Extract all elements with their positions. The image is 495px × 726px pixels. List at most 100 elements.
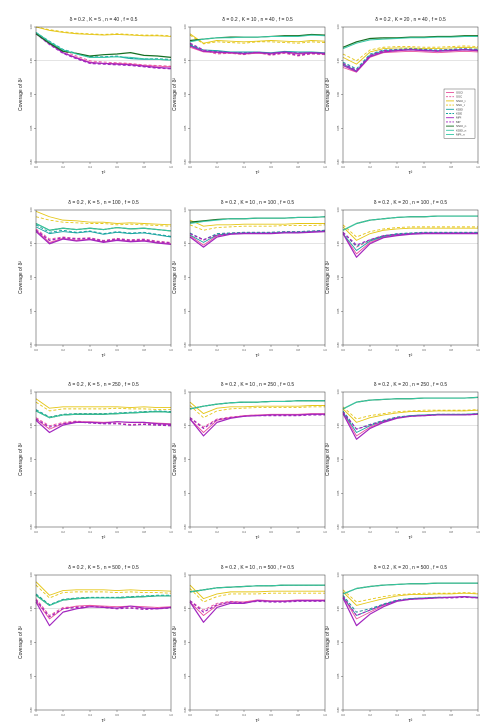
panel-title: δ = 0.2 , K = 10 , n = 40 , f = 0.5 xyxy=(222,17,293,23)
y-tick-label: 0.90 xyxy=(336,456,340,462)
panel-title: δ = 0.2 , K = 5 , n = 250 , f = 0.5 xyxy=(68,382,139,388)
series-line-kde xyxy=(342,48,479,70)
x-tick-label: 0.8 xyxy=(142,348,146,352)
series-line-ssc xyxy=(35,228,172,243)
series-line-kdei xyxy=(189,230,326,243)
x-tick-label: 0.0 xyxy=(341,165,345,169)
y-axis-label: Coverage of δ² xyxy=(18,261,24,294)
x-tick-label: 0.4 xyxy=(395,530,399,534)
y-tick-label: 1.00 xyxy=(183,572,187,578)
series-line-mpi xyxy=(189,45,326,54)
y-tick-label: 0.80 xyxy=(336,524,340,530)
series-line-kde xyxy=(189,229,326,241)
panel-3: δ = 0.2 , K = 20 , n = 40 , f = 0.50.0 0.… xyxy=(325,17,480,176)
y-tick-label: 0.90 xyxy=(29,456,33,462)
y-tick-label: 0.85 xyxy=(183,673,187,679)
series-line-ssci_t xyxy=(35,581,172,596)
series-line-ssci_t xyxy=(35,398,171,409)
x-tick-label: 0.4 xyxy=(242,165,246,169)
x-axis-label: τ² xyxy=(102,353,106,359)
y-tick-label: 0.85 xyxy=(29,490,33,496)
x-tick-label: 0.6 xyxy=(422,530,426,534)
x-tick-label: 0.4 xyxy=(242,530,246,534)
panel-11: δ = 0.2 , K = 10 , n = 500 , f = 0.5 0.0 0… xyxy=(172,565,327,724)
y-tick-label: 0.95 xyxy=(183,241,187,247)
y-tick-label: 0.95 xyxy=(336,58,340,64)
y-axis-label: Coverage of δ² xyxy=(325,626,331,659)
y-tick-label: 1.00 xyxy=(29,24,33,30)
series-line-mp xyxy=(189,600,325,613)
y-tick-label: 0.80 xyxy=(336,159,340,165)
x-tick-label: 0.8 xyxy=(296,348,300,352)
series-line-ssci xyxy=(189,599,325,616)
x-tick-label: 1.0 xyxy=(323,165,327,169)
x-tick-label: 0.4 xyxy=(395,165,399,169)
series-line-ssci xyxy=(342,50,479,73)
x-tick-label: 0.0 xyxy=(188,530,192,534)
x-tick-label: 0.4 xyxy=(395,348,399,352)
y-tick-label: 0.90 xyxy=(336,91,340,97)
series-line-mp xyxy=(35,229,172,244)
x-tick-label: 0.2 xyxy=(61,713,65,717)
y-tick-label: 0.85 xyxy=(183,125,187,131)
y-tick-label: 0.95 xyxy=(29,58,33,64)
y-tick-label: 0.90 xyxy=(336,274,340,280)
y-tick-label: 0.80 xyxy=(336,342,340,348)
series-line-mp xyxy=(35,599,172,618)
series-line-ssc_t xyxy=(189,34,326,45)
x-tick-label: 0.4 xyxy=(88,713,92,717)
y-tick-label: 0.80 xyxy=(29,342,33,348)
x-tick-label: 0.0 xyxy=(341,713,345,717)
x-tick-label: 0.6 xyxy=(269,530,273,534)
y-tick-label: 1.00 xyxy=(183,389,187,395)
x-tick-label: 0.0 xyxy=(188,713,192,717)
y-tick-label: 1.00 xyxy=(29,207,33,213)
series-line-kdei_n xyxy=(342,215,478,231)
y-tick-label: 0.90 xyxy=(183,639,187,645)
series-line-mp xyxy=(342,596,479,617)
x-tick-label: 1.0 xyxy=(476,165,480,169)
series-line-kdei_n xyxy=(342,396,479,410)
series-line-ssc xyxy=(35,598,172,616)
y-axis-label: Coverage of δ² xyxy=(18,443,24,476)
series-line-ssci_t xyxy=(342,591,479,606)
series-line-kdei xyxy=(189,44,326,54)
y-tick-label: 0.95 xyxy=(183,423,187,429)
series-line-mp xyxy=(342,411,479,430)
x-tick-label: 0.2 xyxy=(215,713,219,717)
y-tick-label: 0.95 xyxy=(29,423,33,429)
y-tick-label: 0.85 xyxy=(336,125,340,131)
series-line-mpi xyxy=(342,595,479,627)
x-tick-label: 0.2 xyxy=(368,348,372,352)
plot-frame xyxy=(189,209,326,346)
panel-2: δ = 0.2 , K = 10 , n = 40 , f = 0.50.0 0.… xyxy=(172,17,327,176)
series-line-ssci_t xyxy=(342,46,479,65)
series-line-kdei xyxy=(342,412,479,433)
x-tick-label: 0.6 xyxy=(422,165,426,169)
plot-frame xyxy=(189,26,326,163)
x-tick-label: 0.2 xyxy=(215,165,219,169)
series-line-ssci xyxy=(35,600,172,620)
y-tick-label: 0.85 xyxy=(336,490,340,496)
panel-title: δ = 0.2 , K = 10 , n = 500 , f = 0.5 xyxy=(221,565,295,571)
series-line-kdei xyxy=(35,226,172,238)
series-line-ssc_t xyxy=(35,26,172,37)
series-line-mpi xyxy=(35,231,172,246)
series-line-kde xyxy=(35,593,171,606)
series-line-ssc xyxy=(189,43,326,57)
y-tick-label: 0.90 xyxy=(29,91,33,97)
series-line-ssci_t xyxy=(342,226,478,241)
series-line-mp xyxy=(342,48,479,71)
y-tick-label: 0.85 xyxy=(183,490,187,496)
series-line-mpi xyxy=(189,231,326,248)
x-tick-label: 0.8 xyxy=(449,348,453,352)
x-tick-label: 0.2 xyxy=(61,165,65,169)
y-tick-label: 0.90 xyxy=(183,456,187,462)
x-tick-label: 0.6 xyxy=(115,348,119,352)
x-tick-label: 0.6 xyxy=(115,713,119,717)
series-line-ssci_n xyxy=(342,582,478,595)
legend: SSCISSCSSCI_tSSC_tKDEIKDEMPIMPSSCI_nKDEI… xyxy=(443,88,476,139)
y-tick-label: 0.95 xyxy=(29,241,33,247)
y-tick-label: 0.90 xyxy=(29,639,33,645)
panel-title: δ = 0.2 , K = 5 , n = 100 , f = 0.5 xyxy=(68,200,139,206)
